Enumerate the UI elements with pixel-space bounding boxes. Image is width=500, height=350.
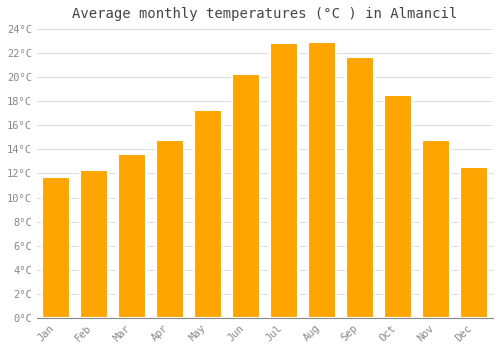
Bar: [308, 42, 336, 318]
Bar: [270, 43, 298, 318]
Bar: [460, 167, 488, 318]
Bar: [156, 140, 184, 318]
Bar: [422, 140, 450, 318]
Bar: [42, 177, 70, 318]
Bar: [80, 170, 108, 318]
Title: Average monthly temperatures (°C ) in Almancil: Average monthly temperatures (°C ) in Al…: [72, 7, 458, 21]
Bar: [232, 74, 260, 318]
Bar: [346, 57, 374, 318]
Bar: [118, 154, 146, 318]
Bar: [384, 95, 412, 318]
Bar: [194, 110, 222, 318]
